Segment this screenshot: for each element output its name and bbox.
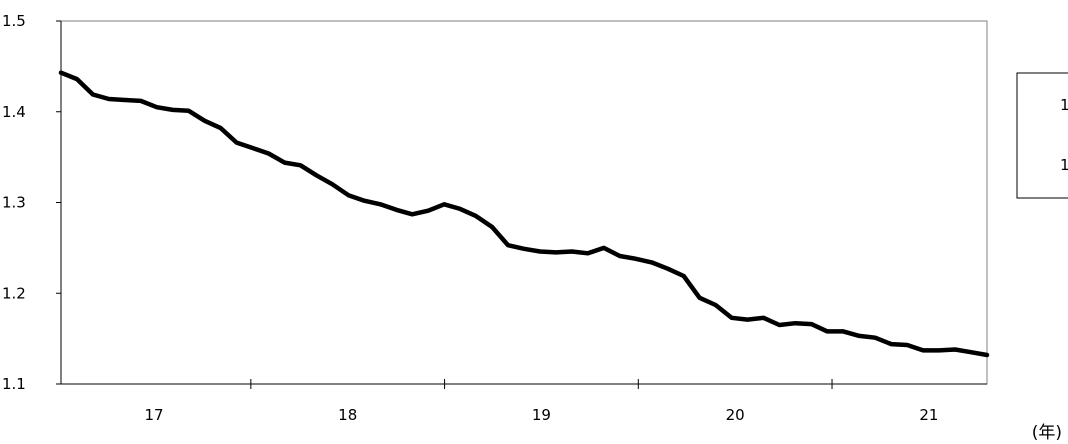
y-axis-ticks: 1.5 1.4 1.3 1.2 1.1 <box>2 12 61 393</box>
y-tick-label: 1.2 <box>2 284 26 302</box>
y-tick-label: 1.4 <box>2 103 26 121</box>
x-axis-unit-label: (年) <box>1032 423 1062 443</box>
x-tick-label: 18 <box>338 406 357 424</box>
legend-entry-2: 1 <box>1060 156 1068 174</box>
y-tick-label: 1.5 <box>2 12 26 30</box>
x-tick-label: 19 <box>532 406 551 424</box>
x-axis-ticks: 17 18 19 20 21 <box>144 379 938 424</box>
series-line <box>58 70 990 358</box>
x-tick-label: 21 <box>919 406 938 424</box>
plot-area <box>60 20 988 385</box>
legend: 1 1 <box>1016 72 1068 199</box>
legend-entry-1: 1 <box>1060 96 1068 114</box>
y-tick-label: 1.1 <box>2 375 26 393</box>
y-tick-label: 1.3 <box>2 194 26 212</box>
x-tick-label: 17 <box>144 406 163 424</box>
x-tick-label: 20 <box>726 406 745 424</box>
legend-box <box>1016 72 1068 199</box>
